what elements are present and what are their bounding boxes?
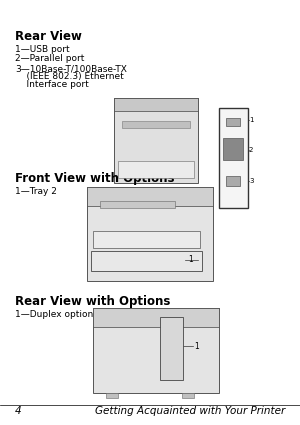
FancyBboxPatch shape bbox=[100, 201, 175, 207]
Text: Rear View with Options: Rear View with Options bbox=[15, 295, 170, 309]
FancyBboxPatch shape bbox=[122, 121, 190, 128]
FancyBboxPatch shape bbox=[87, 187, 213, 280]
Text: 3—10Base-T/100Base-TX: 3—10Base-T/100Base-TX bbox=[15, 64, 127, 73]
FancyBboxPatch shape bbox=[93, 308, 219, 393]
Text: 1—Tray 2: 1—Tray 2 bbox=[15, 187, 57, 196]
Text: Interface port: Interface port bbox=[15, 80, 89, 89]
Text: 1: 1 bbox=[194, 342, 199, 351]
FancyBboxPatch shape bbox=[93, 231, 200, 248]
FancyBboxPatch shape bbox=[226, 176, 240, 186]
Text: Rear View: Rear View bbox=[15, 30, 82, 43]
FancyBboxPatch shape bbox=[114, 98, 198, 183]
FancyBboxPatch shape bbox=[226, 119, 240, 126]
FancyBboxPatch shape bbox=[114, 98, 198, 110]
Text: Front View with Options: Front View with Options bbox=[15, 172, 175, 185]
FancyBboxPatch shape bbox=[223, 139, 243, 160]
FancyBboxPatch shape bbox=[118, 162, 194, 178]
Text: 4: 4 bbox=[15, 405, 22, 416]
FancyBboxPatch shape bbox=[160, 317, 183, 380]
Text: (IEEE 802.3) Ethernet: (IEEE 802.3) Ethernet bbox=[15, 72, 124, 81]
FancyBboxPatch shape bbox=[91, 251, 202, 271]
FancyBboxPatch shape bbox=[106, 393, 118, 398]
Text: 3: 3 bbox=[249, 178, 254, 184]
FancyBboxPatch shape bbox=[87, 187, 213, 206]
Text: 1—USB port: 1—USB port bbox=[15, 45, 70, 54]
Text: Getting Acquainted with Your Printer: Getting Acquainted with Your Printer bbox=[95, 405, 285, 416]
FancyBboxPatch shape bbox=[219, 108, 248, 208]
Text: 1—Duplex option: 1—Duplex option bbox=[15, 310, 93, 319]
Text: 2: 2 bbox=[249, 147, 254, 153]
FancyBboxPatch shape bbox=[93, 308, 219, 327]
Text: 1: 1 bbox=[249, 117, 254, 123]
Text: 1: 1 bbox=[188, 255, 193, 264]
Text: 2—Parallel port: 2—Parallel port bbox=[15, 54, 84, 63]
FancyBboxPatch shape bbox=[182, 393, 194, 398]
